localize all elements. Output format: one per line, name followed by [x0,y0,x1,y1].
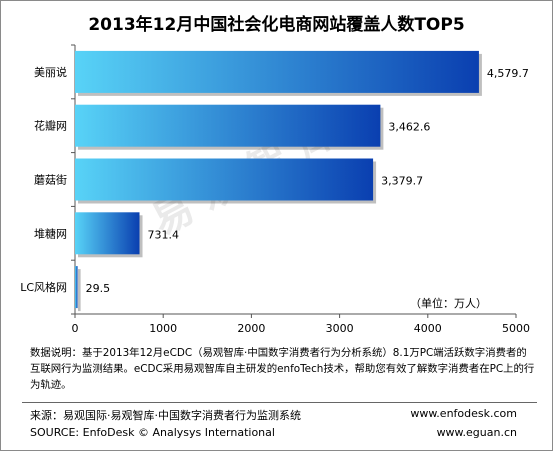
x-tick-label: 0 [72,322,79,335]
x-tick-label: 1000 [149,322,177,335]
source-cn: 来源：易观国际·易观智库·中国数字消费者行为监测系统 [30,409,301,422]
website-eguan[interactable]: www.eguan.cn [436,426,517,439]
bar-shadow [78,269,81,312]
category-label: LC风格网 [20,280,67,294]
x-tick-label: 4000 [414,322,442,335]
x-tick-label: 5000 [502,322,530,335]
chart-title: 2013年12月中国社会化电商网站覆盖人数TOP5 [88,15,465,35]
category-label: 堆糖网 [34,226,67,240]
x-tick-label: 3000 [326,322,354,335]
bar-3 [75,212,140,255]
data-label: 731.4 [148,228,180,241]
category-label: 蘑菇街 [34,173,67,187]
bar-2 [75,158,374,201]
data-label: 3,379.7 [381,175,423,188]
data-label: 3,462.6 [388,121,430,134]
source-en: SOURCE: EnfoDesk © Analysys Internationa… [30,426,275,439]
category-label: 美丽说 [34,65,67,79]
data-label: 29.5 [86,282,111,295]
unit-label: （单位：万人） [410,297,487,310]
bar-4 [75,266,78,309]
category-label: 花瓣网 [34,119,67,133]
data-label: 4,579.7 [487,67,529,80]
divider [22,402,537,403]
x-tick-label: 2000 [237,322,265,335]
bar-1 [75,104,381,147]
data-note: 数据说明：基于2013年12月eCDC（易观智库·中国数字消费者行为分析系统）8… [30,347,535,391]
bar-0 [75,50,479,93]
website-enfodesk[interactable]: www.enfodesk.com [410,407,517,420]
